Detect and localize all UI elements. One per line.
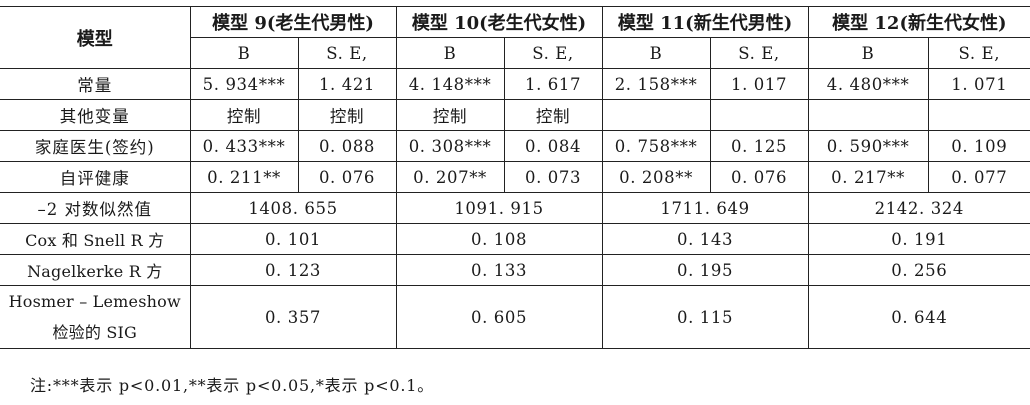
subheader-se: S. E, [503, 37, 603, 69]
cell-se-model-10: 0. 084 [503, 130, 603, 162]
cell-model-12: 0. 256 [807, 254, 1030, 286]
row-constant: 常量 5. 934*** 1. 421 4. 148*** 1. 617 2. … [0, 68, 1030, 100]
cell-model-11: 0. 195 [601, 254, 809, 286]
cell-b-model-11: 0. 758*** [601, 130, 711, 162]
cell-model-12: 0. 644 [807, 285, 1030, 349]
cell-model-9: 1408. 655 [189, 192, 397, 224]
cell-se-model-12: 0. 109 [927, 130, 1030, 162]
row-cox-snell: Cox 和 Snell R 方 0. 101 0. 108 0. 143 0. … [0, 223, 1030, 255]
cell-model-12: 2142. 324 [807, 192, 1030, 224]
row-log-likelihood: –2 对数似然值 1408. 655 1091. 915 1711. 649 2… [0, 192, 1030, 224]
row-label-line-2: 检验的 SIG [52, 323, 138, 342]
model-header-9: 模型 9(老生代男性) [189, 6, 397, 38]
cell-model-9: 0. 123 [189, 254, 397, 286]
cell-b-model-10: 0. 207** [395, 161, 505, 193]
cell-b-model-10: 控制 [395, 99, 505, 131]
header-row-stats: B S. E, B S. E, B S. E, B S. E, [0, 37, 1030, 69]
subheader-se: S. E, [927, 37, 1030, 69]
row-label: 自评健康 [0, 161, 191, 193]
subheader-b: B [807, 37, 929, 69]
cell-b-model-12 [807, 99, 929, 131]
cell-se-model-12 [927, 99, 1030, 131]
row-self-rated-health: 自评健康 0. 211** 0. 076 0. 207** 0. 073 0. … [0, 161, 1030, 193]
row-label: Nagelkerke R 方 [0, 254, 191, 286]
cell-b-model-12: 4. 480*** [807, 68, 929, 100]
model-header-12: 模型 12(新生代女性) [807, 6, 1030, 38]
cell-model-10: 1091. 915 [395, 192, 603, 224]
cell-model-10: 0. 108 [395, 223, 603, 255]
cell-b-model-9: 0. 211** [189, 161, 299, 193]
cell-se-model-11: 0. 125 [709, 130, 809, 162]
cell-se-model-10: 1. 617 [503, 68, 603, 100]
cell-se-model-9: 1. 421 [297, 68, 397, 100]
row-label-line-1: Hosmer – Lemeshow [8, 292, 181, 311]
cell-model-9: 0. 101 [189, 223, 397, 255]
cell-model-10: 0. 605 [395, 285, 603, 349]
cell-b-model-11 [601, 99, 711, 131]
cell-b-model-12: 0. 590*** [807, 130, 929, 162]
row-label: 常量 [0, 68, 191, 100]
subheader-se: S. E, [297, 37, 397, 69]
row-label: Hosmer – Lemeshow 检验的 SIG [0, 285, 191, 349]
cell-se-model-11 [709, 99, 809, 131]
cell-model-11: 0. 143 [601, 223, 809, 255]
model-header-11: 模型 11(新生代男性) [601, 6, 809, 38]
cell-b-model-11: 2. 158*** [601, 68, 711, 100]
cell-b-model-10: 0. 308*** [395, 130, 505, 162]
cell-b-model-11: 0. 208** [601, 161, 711, 193]
corner-header-model: 模型 [0, 6, 191, 69]
cell-b-model-10: 4. 148*** [395, 68, 505, 100]
cell-se-model-9: 控制 [297, 99, 397, 131]
cell-se-model-11: 0. 076 [709, 161, 809, 193]
cell-model-12: 0. 191 [807, 223, 1030, 255]
subheader-b: B [601, 37, 711, 69]
subheader-b: B [190, 37, 299, 69]
cell-se-model-10: 0. 073 [503, 161, 603, 193]
row-family-doctor: 家庭医生(签约) 0. 433*** 0. 088 0. 308*** 0. 0… [0, 130, 1030, 162]
subheader-se: S. E, [709, 37, 809, 69]
cell-se-model-9: 0. 076 [297, 161, 397, 193]
row-label: 其他变量 [0, 99, 191, 131]
table-footnote: 注:***表示 p<0.01,**表示 p<0.05,*表示 p<0.1。 [30, 376, 435, 395]
cell-se-model-10: 控制 [503, 99, 603, 131]
row-nagelkerke: Nagelkerke R 方 0. 123 0. 133 0. 195 0. 2… [0, 254, 1030, 286]
regression-results-table: 模型 模型 9(老生代男性) 模型 10(老生代女性) 模型 11(新生代男性)… [0, 6, 1030, 349]
cell-se-model-11: 1. 017 [709, 68, 809, 100]
row-hosmer-lemeshow: Hosmer – Lemeshow 检验的 SIG 0. 357 0. 605 … [0, 285, 1030, 349]
cell-model-11: 0. 115 [601, 285, 809, 349]
row-label: Cox 和 Snell R 方 [0, 223, 191, 255]
row-other-variables: 其他变量 控制 控制 控制 控制 [0, 99, 1030, 131]
header-row-models: 模型 模型 9(老生代男性) 模型 10(老生代女性) 模型 11(新生代男性)… [0, 6, 1030, 69]
row-label: –2 对数似然值 [0, 192, 191, 224]
cell-se-model-12: 0. 077 [927, 161, 1030, 193]
cell-se-model-12: 1. 071 [927, 68, 1030, 100]
cell-b-model-9: 0. 433*** [189, 130, 299, 162]
cell-model-9: 0. 357 [189, 285, 397, 349]
subheader-b: B [395, 37, 505, 69]
cell-se-model-9: 0. 088 [297, 130, 397, 162]
cell-b-model-9: 5. 934*** [189, 68, 299, 100]
cell-model-10: 0. 133 [395, 254, 603, 286]
cell-model-11: 1711. 649 [601, 192, 809, 224]
cell-b-model-9: 控制 [189, 99, 299, 131]
row-label: 家庭医生(签约) [0, 130, 191, 162]
cell-b-model-12: 0. 217** [807, 161, 929, 193]
model-header-10: 模型 10(老生代女性) [395, 6, 603, 38]
